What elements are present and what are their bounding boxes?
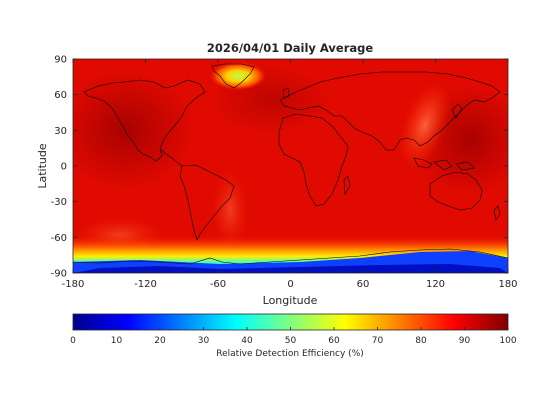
low-efficiency-streak bbox=[399, 82, 451, 168]
colorbar-tick-label: 70 bbox=[372, 336, 384, 346]
x-tick-label: -180 bbox=[62, 279, 85, 290]
coastline-greenland bbox=[211, 63, 255, 89]
coastlines bbox=[73, 63, 508, 265]
y-axis-label: Latitude bbox=[36, 143, 49, 189]
coastline-new-zealand bbox=[493, 205, 501, 221]
colorbar-label: Relative Detection Efficiency (%) bbox=[216, 349, 364, 359]
x-tick-label: 180 bbox=[498, 279, 517, 290]
x-tick-label: -60 bbox=[210, 279, 226, 290]
x-tick-label: 60 bbox=[357, 279, 370, 290]
colorbar-tick-label: 40 bbox=[241, 336, 253, 346]
y-tick-label: 0 bbox=[61, 162, 67, 173]
colorbar-tick-label: 10 bbox=[111, 336, 123, 346]
map-title: 2026/04/01 Daily Average bbox=[207, 41, 374, 55]
y-tick-label: -30 bbox=[51, 197, 67, 208]
y-axis: 90 60 30 0 -30 -60 -90 bbox=[51, 55, 508, 280]
colorbar-tick-label: 0 bbox=[70, 336, 76, 346]
colorbar-tick-label: 80 bbox=[415, 336, 427, 346]
high-efficiency-zone bbox=[73, 70, 195, 190]
colorbar-tick-label: 100 bbox=[499, 336, 516, 346]
y-tick-label: 30 bbox=[54, 126, 67, 137]
low-efficiency-streak bbox=[212, 170, 248, 250]
x-tick-label: 120 bbox=[426, 279, 445, 290]
colorbar-tick-label: 50 bbox=[285, 336, 297, 346]
coastline-japan bbox=[451, 103, 463, 119]
coastline-australia bbox=[429, 171, 483, 211]
y-tick-label: 60 bbox=[54, 90, 67, 101]
greenland-low-efficiency bbox=[210, 62, 266, 90]
y-tick-label: 90 bbox=[54, 55, 67, 66]
coastline-indonesia bbox=[413, 157, 475, 171]
coastline-south-america bbox=[179, 164, 235, 241]
x-axis: -180 -120 -60 0 60 120 180 bbox=[62, 59, 518, 290]
y-tick-label: -60 bbox=[51, 233, 67, 244]
x-axis-label: Longitude bbox=[263, 294, 318, 307]
coastline-antarctica bbox=[73, 248, 508, 265]
antarctic-low-efficiency bbox=[73, 264, 508, 273]
colorbar-tick-label: 60 bbox=[328, 336, 340, 346]
colorbar bbox=[73, 314, 508, 330]
x-tick-label: 0 bbox=[287, 279, 293, 290]
coastline-britain bbox=[282, 87, 290, 99]
coastline-central-america bbox=[159, 148, 183, 167]
y-tick-label: -90 bbox=[51, 269, 67, 280]
map-plot-area bbox=[73, 59, 508, 273]
coastline-africa bbox=[278, 113, 349, 207]
colorbar-ticks: 0 10 20 30 40 50 60 70 80 90 100 bbox=[70, 327, 517, 346]
coastline-north-america bbox=[83, 79, 206, 162]
x-tick-label: -120 bbox=[134, 279, 157, 290]
colorbar-tick-label: 20 bbox=[154, 336, 166, 346]
coastline-madagascar bbox=[343, 175, 351, 195]
colorbar-tick-label: 30 bbox=[198, 336, 210, 346]
coastline-eurasia bbox=[279, 71, 501, 151]
colorbar-tick-label: 90 bbox=[459, 336, 471, 346]
